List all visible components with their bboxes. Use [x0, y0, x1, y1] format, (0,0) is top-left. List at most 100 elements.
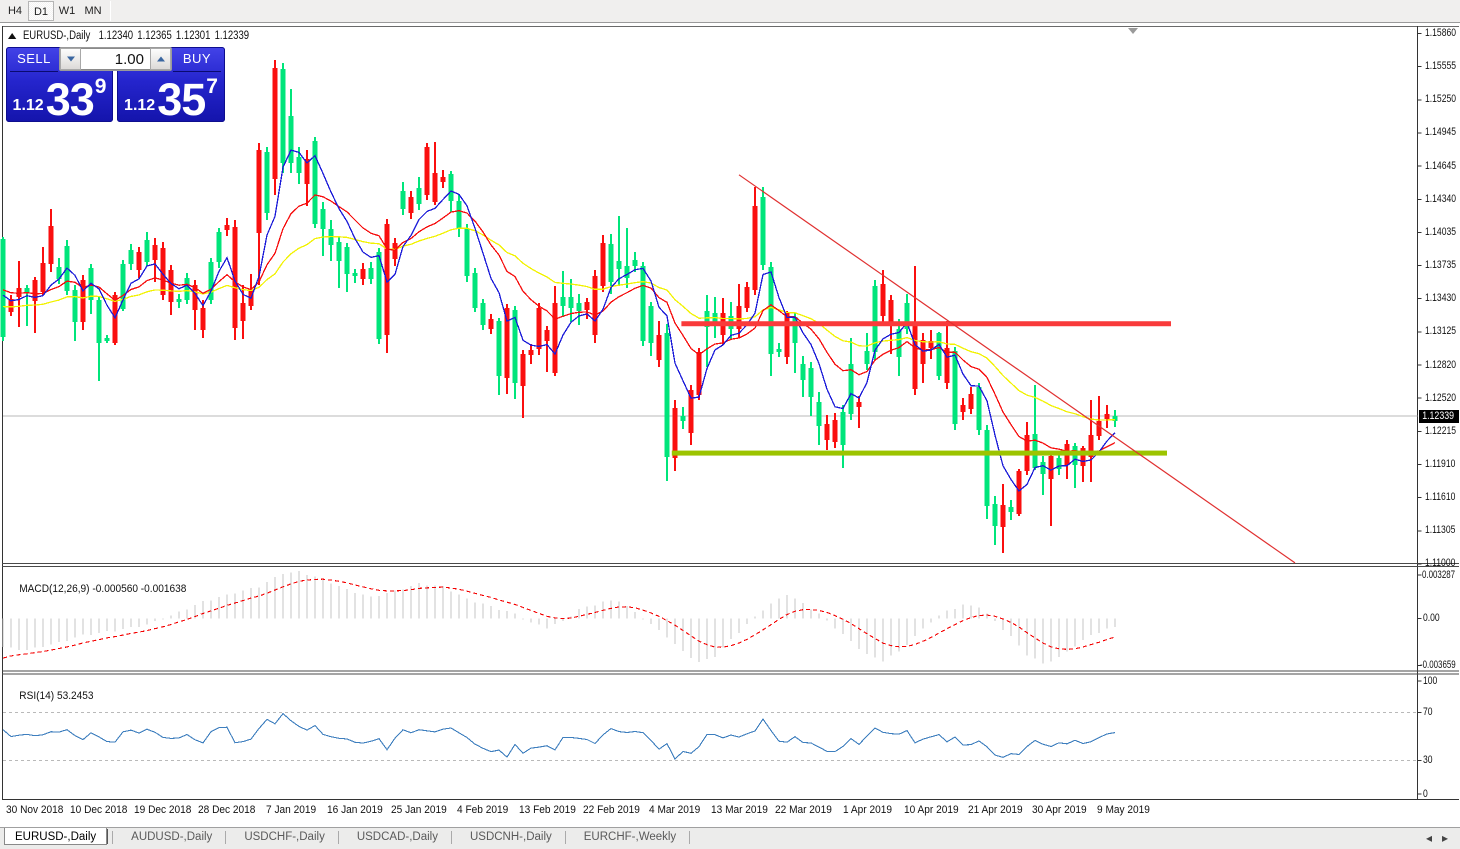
- candle-body: [920, 340, 926, 364]
- candle-body: [192, 285, 198, 311]
- buy-button[interactable]: BUY: [182, 51, 212, 66]
- time-axis-label: 25 Jan 2019: [391, 804, 447, 816]
- candle-body: [584, 301, 590, 311]
- rsi-line[interactable]: [2, 712, 1116, 760]
- macd-bar: [82, 618, 84, 635]
- macd-bar: [786, 595, 788, 619]
- resistance-ray[interactable]: [681, 321, 1171, 327]
- candle-body: [624, 266, 630, 278]
- macd-bar: [610, 600, 612, 619]
- symbol-tab-usdcad-daily[interactable]: USDCAD-,Daily: [356, 831, 438, 843]
- sell-quote[interactable]: 1.12 33 9: [6, 72, 113, 122]
- timeframe-button-h4[interactable]: H4: [7, 5, 23, 17]
- symbol-tab-eurusd-daily[interactable]: EURUSD-,Daily: [4, 828, 108, 845]
- timeframe-button-mn[interactable]: MN: [84, 5, 102, 17]
- macd-bar: [114, 618, 116, 632]
- macd-bar: [458, 594, 460, 619]
- candle-body: [608, 244, 614, 282]
- candle-body: [352, 272, 358, 277]
- macd-bar: [562, 618, 564, 621]
- candle-body: [520, 353, 526, 387]
- candle-body: [888, 300, 894, 326]
- macd-bar: [210, 600, 212, 619]
- quote-low: 1.12301: [175, 30, 211, 42]
- descending-trendline[interactable]: [738, 174, 1296, 564]
- timeframe-button-w1[interactable]: W1: [58, 5, 76, 17]
- candle-wick: [1050, 451, 1052, 527]
- macd-bar: [386, 593, 388, 619]
- time-axis-label: 10 Dec 2018: [70, 804, 128, 816]
- collapse-triangle-icon[interactable]: [8, 33, 17, 39]
- sell-button[interactable]: SELL: [17, 51, 51, 66]
- macd-bar: [850, 618, 852, 641]
- candle-body: [1096, 421, 1102, 437]
- macd-bar: [962, 604, 964, 619]
- macd-bar: [842, 618, 844, 634]
- macd-bar: [906, 618, 908, 646]
- candle-body: [224, 225, 230, 231]
- macd-bar: [34, 618, 36, 648]
- timeframe-button-d1[interactable]: D1: [28, 1, 54, 21]
- macd-bar: [658, 618, 660, 631]
- macd-bar: [570, 616, 572, 619]
- symbol-tab-usdcnh-daily[interactable]: USDCNH-,Daily: [469, 831, 552, 843]
- macd-bar: [266, 582, 268, 619]
- macd-bar: [682, 618, 684, 652]
- macd-bar: [922, 618, 924, 629]
- rsi-axis-label: 30: [1423, 754, 1433, 767]
- volume-input[interactable]: 1.00: [81, 48, 150, 70]
- macd-bar: [282, 574, 284, 619]
- macd-bar: [986, 613, 988, 619]
- one-click-trading-panel: SELL BUY 1.00 1.12 33 9 1.12 35 7: [6, 47, 225, 122]
- macd-bar: [130, 618, 132, 627]
- candle-body: [32, 280, 38, 302]
- macd-bar: [506, 611, 508, 619]
- candle-body: [552, 302, 558, 373]
- macd-bar: [666, 618, 668, 638]
- candle-body: [120, 264, 126, 309]
- symbol-tab-usdchf-daily[interactable]: USDCHF-,Daily: [244, 831, 325, 843]
- volume-increase-button[interactable]: [150, 48, 171, 70]
- macd-indicator-label: MACD(12,26,9) -0.000560 -0.001638: [8, 571, 186, 607]
- candle-body: [440, 176, 446, 182]
- macd-bar: [698, 618, 700, 662]
- macd-bar: [90, 618, 92, 635]
- candle-body: [1048, 456, 1054, 479]
- macd-value-signal: -0.001638: [140, 583, 187, 595]
- candle-body: [80, 280, 86, 322]
- rsi-name: RSI(14): [19, 690, 55, 702]
- candle-body: [760, 196, 766, 266]
- tab-separator: [450, 831, 452, 844]
- price-axis-label: 1.11610: [1425, 491, 1456, 504]
- macd-bar: [858, 618, 860, 649]
- candle-body: [504, 307, 510, 378]
- candle-body: [568, 296, 574, 308]
- symbol-tab-eurchf-weekly[interactable]: EURCHF-,Weekly: [583, 831, 677, 843]
- tab-scroll-right-icon[interactable]: ▸: [1442, 831, 1449, 845]
- candle-body: [168, 270, 174, 302]
- candle-body: [1112, 416, 1118, 422]
- buy-quote[interactable]: 1.12 35 7: [117, 72, 225, 122]
- tab-scroll-left-icon[interactable]: ◂: [1426, 831, 1433, 845]
- macd-bar: [154, 618, 156, 621]
- macd-bar: [818, 613, 820, 619]
- rsi-axis-label: 100: [1423, 674, 1438, 687]
- macd-bar: [626, 606, 628, 619]
- sell-underline: [10, 71, 58, 72]
- macd-signal-line[interactable]: [2, 578, 1116, 659]
- support-ray[interactable]: [671, 450, 1167, 456]
- macd-bar: [1034, 618, 1036, 659]
- arrow-down-icon: [66, 56, 75, 62]
- macd-bar: [706, 618, 708, 659]
- volume-decrease-button[interactable]: [60, 48, 81, 70]
- symbol-tab-audusd-daily[interactable]: AUDUSD-,Daily: [131, 831, 213, 843]
- macd-bar: [170, 615, 172, 619]
- ma-fast-line[interactable]: [2, 149, 1116, 492]
- volume-spinner: 1.00: [59, 47, 172, 71]
- candle-body: [944, 347, 950, 383]
- candle-wick: [562, 271, 564, 317]
- macd-bar: [18, 618, 20, 651]
- candle-body: [24, 287, 30, 293]
- ma-slow-line[interactable]: [2, 227, 1116, 421]
